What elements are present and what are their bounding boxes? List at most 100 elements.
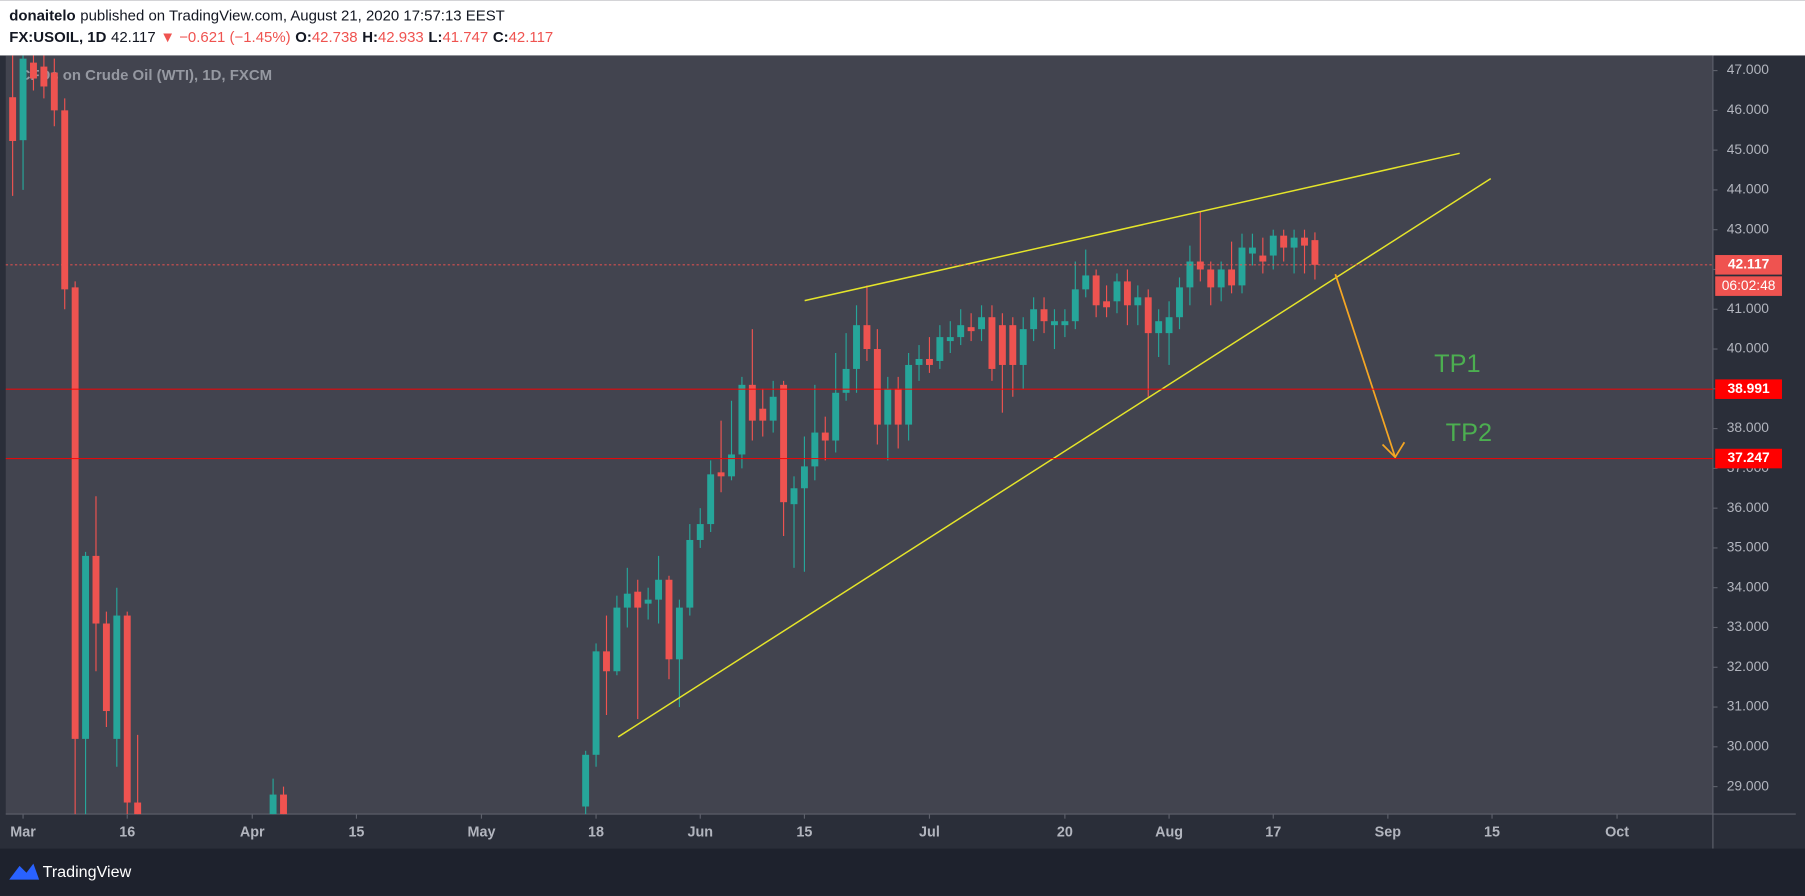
candle-body — [92, 555, 100, 624]
candle-body — [623, 593, 631, 608]
candle-body — [863, 325, 871, 350]
candle-body — [1186, 261, 1194, 288]
candle-body — [655, 579, 663, 600]
candle-body — [884, 388, 892, 425]
candle-body — [1176, 287, 1183, 318]
x-tick-label: Apr — [240, 824, 265, 840]
y-tick-label: 29.000 — [1727, 777, 1770, 793]
candle-body — [790, 488, 798, 505]
x-tick-label: May — [467, 824, 495, 840]
footer-bg — [0, 848, 1805, 896]
candle-body — [1134, 297, 1142, 306]
candle-body — [1019, 329, 1027, 365]
candle-body — [1207, 269, 1215, 288]
candle-body — [873, 349, 881, 425]
candle-body — [1030, 309, 1038, 330]
ohlc-value: 42.117 — [509, 29, 554, 46]
x-tick-label: Mar — [10, 824, 36, 840]
ohlc-key: L: — [428, 29, 442, 46]
candle-body — [894, 388, 902, 425]
change: ▼ −0.621 (−1.45%) — [160, 29, 290, 46]
y-tick-label: 32.000 — [1727, 658, 1770, 674]
y-tick-label: 47.000 — [1727, 61, 1770, 77]
y-tick-label: 30.000 — [1727, 737, 1770, 753]
ohlc-value: 42.933 — [378, 29, 424, 46]
header-bg — [0, 0, 1805, 56]
candle-body — [1061, 321, 1069, 326]
x-tick-label: 18 — [588, 824, 604, 840]
candle-body — [61, 110, 69, 290]
y-tick-label: 34.000 — [1727, 578, 1770, 594]
plot-area — [5, 55, 1713, 815]
price-label-bg — [1715, 255, 1782, 275]
x-tick-label: 15 — [348, 824, 364, 840]
candle-body — [905, 364, 913, 425]
y-tick-label: 46.000 — [1727, 101, 1770, 117]
author: donaitelo — [9, 7, 75, 24]
candle-body — [728, 454, 735, 477]
trend-line-lower — [617, 178, 1492, 738]
candle-body — [1228, 269, 1236, 286]
x-tick-label: 15 — [796, 824, 812, 840]
candle-body — [1269, 235, 1277, 256]
x-tick-label: 20 — [1057, 824, 1073, 840]
logo-icon — [9, 863, 40, 880]
price-label-bg — [1715, 379, 1782, 399]
candle-body — [582, 754, 590, 807]
x-tick-label: Aug — [1155, 824, 1183, 840]
y-tick-label: 31.000 — [1727, 698, 1770, 714]
x-tick-label: Sep — [1375, 824, 1402, 840]
y-tick-label: 40.000 — [1727, 340, 1770, 356]
x-tick-label: Jun — [687, 824, 713, 840]
tp1-label: TP1 — [1434, 350, 1480, 378]
candle-body — [1082, 275, 1090, 290]
candle-body — [842, 368, 850, 393]
y-tick-label: 44.000 — [1727, 181, 1770, 197]
candle-body — [717, 472, 725, 477]
candle-body — [988, 317, 996, 369]
candle-body — [1092, 275, 1100, 306]
brand: TradingView — [43, 863, 132, 881]
candle-body — [925, 358, 933, 365]
countdown-bg — [1715, 276, 1782, 296]
x-tick-label: Oct — [1605, 824, 1629, 840]
candle-body — [1103, 301, 1111, 308]
candle-body — [936, 337, 944, 361]
candle-body — [1040, 309, 1048, 322]
y-tick-label: 35.000 — [1727, 539, 1770, 555]
candle-body — [19, 58, 27, 141]
candle-body — [1113, 281, 1121, 302]
price-label: 42.117 — [1728, 255, 1770, 271]
ohlc-key: H: — [362, 29, 378, 46]
candle-body — [780, 384, 788, 503]
candle-body — [1280, 235, 1288, 248]
candle-body — [1196, 261, 1204, 270]
candle-body — [1051, 321, 1058, 326]
last-price: 42.117 — [111, 29, 156, 46]
candle-body — [769, 396, 777, 421]
arrow-shaft — [1334, 273, 1397, 458]
candle-body — [603, 651, 610, 672]
candle-body — [675, 607, 683, 660]
candle-body — [748, 384, 756, 421]
candle-body — [853, 325, 860, 369]
candle-body — [1301, 237, 1308, 246]
candle-body — [634, 591, 642, 608]
candle-body — [978, 317, 985, 330]
candle-body — [967, 327, 975, 332]
candle-body — [280, 794, 287, 815]
candle-body — [957, 325, 965, 338]
logo: TradingView — [9, 863, 132, 881]
symbol: FX:USOIL, 1D — [9, 29, 106, 46]
candle-body — [665, 579, 673, 660]
price-label: 37.247 — [1727, 449, 1770, 465]
candle-body — [1311, 240, 1319, 265]
y-tick-label: 36.000 — [1727, 499, 1770, 515]
y-tick-label: 41.000 — [1727, 300, 1770, 316]
candle-body — [1290, 237, 1298, 248]
candle-body — [998, 325, 1006, 365]
candle-body — [686, 539, 694, 608]
ohlc-key: C: — [493, 29, 509, 46]
candle-body — [134, 802, 142, 815]
